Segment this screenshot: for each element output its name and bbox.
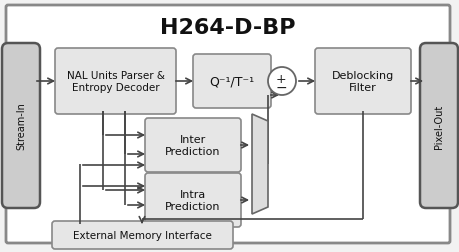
FancyBboxPatch shape [55, 49, 176, 115]
Text: Deblocking
Filter: Deblocking Filter [331, 71, 393, 93]
Text: Q⁻¹/T⁻¹: Q⁻¹/T⁻¹ [209, 75, 254, 88]
FancyBboxPatch shape [52, 221, 233, 249]
Text: Inter
Prediction: Inter Prediction [165, 134, 220, 156]
Polygon shape [252, 115, 268, 214]
FancyBboxPatch shape [145, 118, 241, 172]
Text: Pixel-Out: Pixel-Out [433, 104, 443, 148]
Circle shape [268, 68, 295, 96]
FancyBboxPatch shape [193, 55, 270, 109]
Text: NAL Units Parser &
Entropy Decoder: NAL Units Parser & Entropy Decoder [67, 71, 164, 93]
Text: +: + [275, 72, 285, 85]
Text: External Memory Interface: External Memory Interface [73, 230, 212, 240]
Text: Intra
Prediction: Intra Prediction [165, 189, 220, 211]
FancyBboxPatch shape [314, 49, 410, 115]
FancyBboxPatch shape [419, 44, 457, 208]
Text: Stream-In: Stream-In [16, 102, 26, 150]
Text: H264-D-BP: H264-D-BP [160, 18, 295, 38]
FancyBboxPatch shape [2, 44, 40, 208]
FancyBboxPatch shape [145, 173, 241, 227]
Text: −: − [274, 81, 286, 94]
FancyBboxPatch shape [6, 6, 449, 243]
